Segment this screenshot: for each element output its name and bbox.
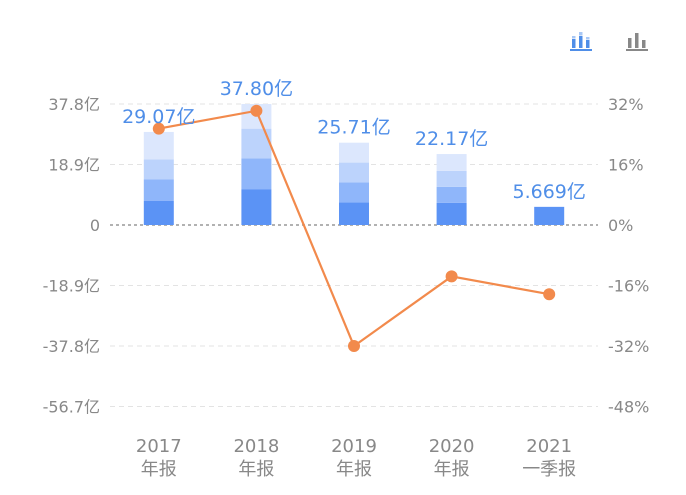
bar-segment	[436, 170, 467, 187]
bar-value-label: 37.80亿	[220, 78, 293, 100]
bar-segment	[143, 179, 174, 201]
y-right-tick-label: -32%	[608, 337, 649, 356]
bar-segment	[143, 200, 174, 225]
bar-segment	[143, 131, 174, 160]
bar-series	[143, 104, 565, 225]
x-axis-label: 年报	[336, 459, 372, 480]
bar-value-label: 25.71亿	[317, 117, 390, 139]
y-left-tick-label: 0	[90, 216, 100, 235]
x-axis-label: 年报	[238, 459, 274, 480]
y-right-tick-label: -16%	[608, 277, 649, 296]
x-axis-label: 2020	[429, 436, 475, 457]
bar-value-label: 5.669亿	[512, 181, 585, 203]
bar-segment	[534, 206, 565, 225]
line-point	[250, 104, 263, 117]
x-axis-label: 年报	[141, 459, 177, 480]
y-right-tick-label: 32%	[608, 95, 644, 114]
bar-value-label: 22.17亿	[415, 128, 488, 150]
line-point	[152, 122, 165, 135]
bar-segment	[436, 154, 467, 171]
stacked-bar-chart-icon[interactable]	[568, 28, 594, 54]
bar-segment	[339, 142, 369, 163]
bar-segment	[339, 202, 369, 225]
left-axis-ticks: 37.8亿 18.9亿 0 -18.9亿 -37.8亿 -56.7亿	[43, 95, 100, 417]
x-axis-label: 2017	[136, 436, 182, 457]
bar-segment	[339, 162, 369, 183]
bar-value-label: 29.07亿	[122, 106, 195, 128]
x-axis-label: 2021	[526, 436, 572, 457]
value-labels: 29.07亿 37.80亿 25.71亿 22.17亿 5.669亿	[122, 78, 586, 203]
y-left-tick-label: 37.8亿	[48, 95, 100, 114]
bar-segment	[436, 202, 467, 225]
bar-segment	[339, 182, 369, 203]
y-left-tick-label: -18.9亿	[43, 277, 100, 296]
x-axis-label: 一季报	[522, 459, 576, 480]
y-left-tick-label: 18.9亿	[48, 156, 100, 175]
line-series	[152, 104, 556, 352]
y-right-tick-label: 16%	[608, 156, 644, 175]
bar-segment	[143, 159, 174, 180]
y-left-tick-label: -56.7亿	[43, 398, 100, 417]
x-axis-label: 年报	[434, 459, 470, 480]
bar-segment	[241, 158, 272, 190]
y-right-tick-label: -48%	[608, 398, 649, 417]
x-axis-label: 2018	[233, 436, 279, 457]
line-point	[543, 288, 556, 301]
line-point	[445, 270, 458, 283]
y-left-tick-label: -37.8亿	[43, 337, 100, 356]
y-right-tick-label: 0%	[608, 216, 633, 235]
bar-segment	[241, 189, 272, 225]
bar-segment	[241, 128, 272, 159]
line-point	[348, 340, 360, 352]
x-axis-label: 2019	[331, 436, 377, 457]
bar-segment	[436, 186, 467, 203]
right-axis-ticks: 32% 16% 0% -16% -32% -48%	[608, 95, 649, 417]
bar-chart-icon[interactable]	[624, 28, 650, 54]
